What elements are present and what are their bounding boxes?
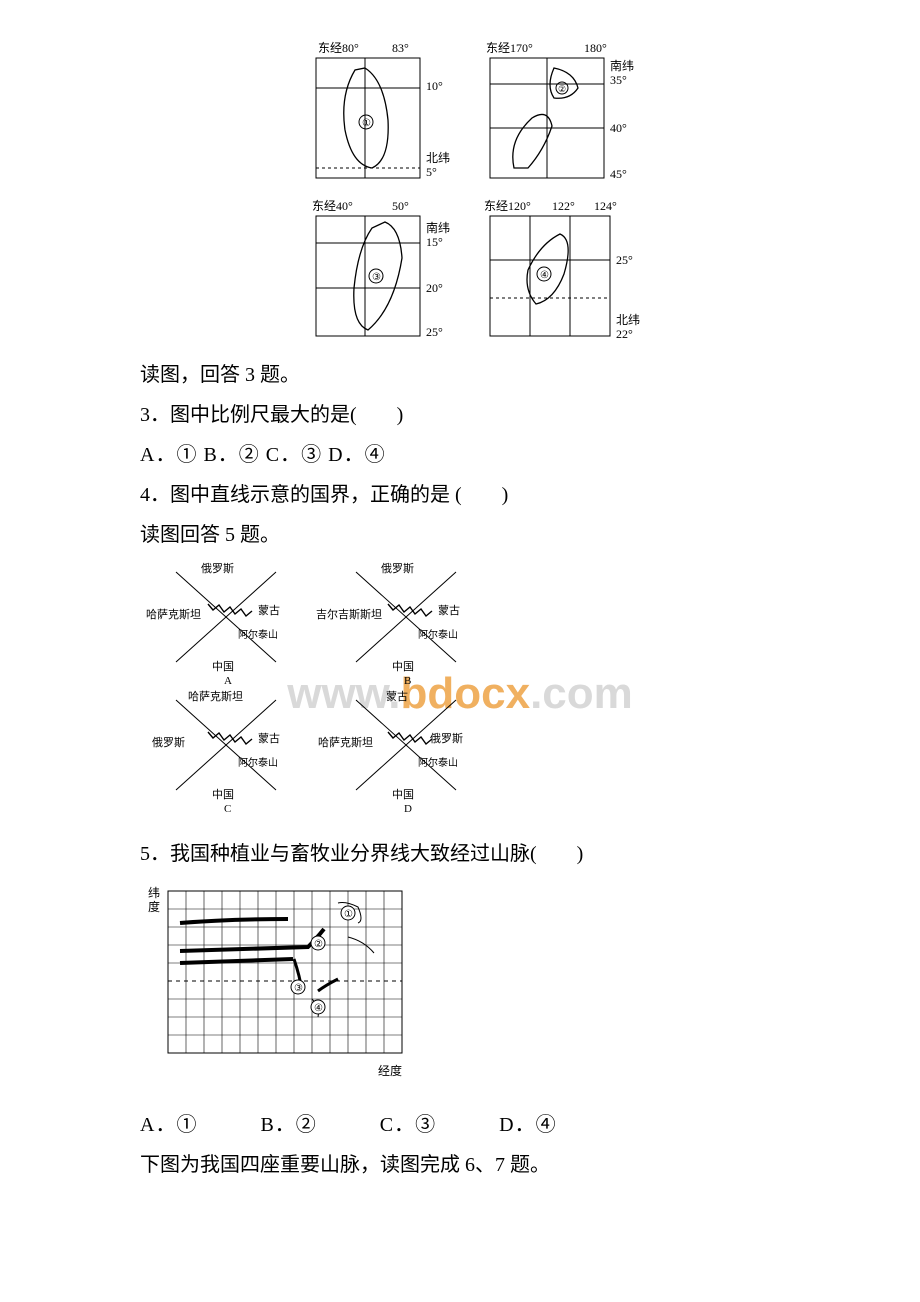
svg-text:②: ② xyxy=(314,939,323,950)
boundary-block: www.bdocx.com 俄罗斯 哈萨克斯坦 蒙古 阿尔泰山 中国 A 俄罗斯… xyxy=(140,562,780,825)
lon-label: 东经120° xyxy=(484,199,531,213)
boundary-panel-a: 俄罗斯 哈萨克斯坦 蒙古 阿尔泰山 中国 A xyxy=(146,562,280,687)
map-panel-4: 东经120° 122° 124° 25° 北纬 22° ④ xyxy=(484,198,650,348)
lat-label: 北纬 xyxy=(426,151,450,165)
svg-text:阿尔泰山: 阿尔泰山 xyxy=(418,756,458,769)
read-line-5: 读图回答 5 题。 xyxy=(140,516,780,554)
map-svg-1: 东经80° 83° 10° 北纬 5° ① xyxy=(310,40,460,190)
map-row-top: 东经80° 83° 10° 北纬 5° ① 东经170° 180° 南纬 35°… xyxy=(310,40,780,190)
panel-id: ③ xyxy=(372,272,381,283)
lat-label: 北纬 xyxy=(616,313,640,327)
map-row-bottom: 东经40° 50° 南纬 15° 20° 25° ③ 东经120° 122° 1… xyxy=(310,198,780,348)
svg-text:C: C xyxy=(224,803,231,812)
panel-id: ② xyxy=(558,84,566,94)
boundary-svg: 俄罗斯 哈萨克斯坦 蒙古 阿尔泰山 中国 A 俄罗斯 吉尔吉斯斯坦 蒙古 阿尔泰… xyxy=(146,562,496,812)
lat-label: 20° xyxy=(426,281,443,295)
read-line: 读图，回答 3 题。 xyxy=(140,356,780,394)
svg-text:中国: 中国 xyxy=(392,788,414,801)
svg-text:纬: 纬 xyxy=(148,886,160,900)
final-line: 下图为我国四座重要山脉，读图完成 6、7 题。 xyxy=(140,1146,780,1184)
svg-text:阿尔泰山: 阿尔泰山 xyxy=(238,628,278,641)
svg-text:阿尔泰山: 阿尔泰山 xyxy=(418,628,458,641)
lon-label: 180° xyxy=(584,41,607,55)
map-panel-3: 东经40° 50° 南纬 15° 20° 25° ③ xyxy=(310,198,460,348)
lon-label: 122° xyxy=(552,199,575,213)
svg-text:D: D xyxy=(404,803,412,812)
lat-label: 22° xyxy=(616,327,633,341)
svg-text:哈萨克斯坦: 哈萨克斯坦 xyxy=(318,735,373,749)
lat-label: 5° xyxy=(426,165,437,179)
svg-text:哈萨克斯坦: 哈萨克斯坦 xyxy=(146,607,201,621)
svg-text:蒙古: 蒙古 xyxy=(258,732,280,745)
lon-label: 东经40° xyxy=(312,199,353,213)
svg-text:③: ③ xyxy=(294,983,303,994)
lat-label: 南纬 xyxy=(610,58,634,73)
svg-text:阿尔泰山: 阿尔泰山 xyxy=(238,756,278,769)
q3-options: A．① B．② C．③ D．④ xyxy=(140,436,780,474)
panel-id: ④ xyxy=(540,270,549,281)
q5: 5．我国种植业与畜牧业分界线大致经过山脉( ) xyxy=(140,835,780,873)
svg-text:中国: 中国 xyxy=(212,788,234,801)
svg-text:中国: 中国 xyxy=(212,660,234,673)
svg-text:①: ① xyxy=(344,909,353,920)
lat-label: 40° xyxy=(610,121,627,135)
mountain-grid-svg: 纬 度 xyxy=(146,883,426,1083)
svg-text:蒙古: 蒙古 xyxy=(386,690,408,703)
svg-text:哈萨克斯坦: 哈萨克斯坦 xyxy=(188,689,243,703)
lat-label: 45° xyxy=(610,167,627,181)
svg-text:俄罗斯: 俄罗斯 xyxy=(152,736,185,749)
svg-text:俄罗斯: 俄罗斯 xyxy=(381,562,414,575)
lon-label: 83° xyxy=(392,41,409,55)
svg-text:度: 度 xyxy=(148,899,160,914)
boundary-panel-d: 蒙古 哈萨克斯坦 俄罗斯 阿尔泰山 中国 D xyxy=(318,690,463,812)
lat-label: 25° xyxy=(426,325,443,339)
lon-label: 50° xyxy=(392,199,409,213)
lon-label: 124° xyxy=(594,199,617,213)
map-svg-3: 东经40° 50° 南纬 15° 20° 25° ③ xyxy=(310,198,460,348)
svg-text:A: A xyxy=(224,675,232,687)
svg-text:蒙古: 蒙古 xyxy=(258,604,280,617)
map-svg-4: 东经120° 122° 124° 25° 北纬 22° ④ xyxy=(484,198,650,348)
svg-text:蒙古: 蒙古 xyxy=(438,604,460,617)
lat-label: 南纬 xyxy=(426,220,450,235)
svg-text:俄罗斯: 俄罗斯 xyxy=(201,562,234,575)
svg-text:俄罗斯: 俄罗斯 xyxy=(430,732,463,745)
lat-label: 25° xyxy=(616,253,633,267)
boundary-panel-c: 哈萨克斯坦 俄罗斯 蒙古 阿尔泰山 中国 C xyxy=(152,689,280,812)
svg-text:B: B xyxy=(404,675,411,687)
svg-text:经度: 经度 xyxy=(378,1063,402,1078)
svg-text:吉尔吉斯斯坦: 吉尔吉斯斯坦 xyxy=(316,607,382,621)
mountain-grid-block: 纬 度 xyxy=(146,883,780,1096)
q4: 4．图中直线示意的国界，正确的是 ( ) xyxy=(140,476,780,514)
map-panel-1: 东经80° 83° 10° 北纬 5° ① xyxy=(310,40,460,190)
map-panel-2: 东经170° 180° 南纬 35° 40° 45° ② xyxy=(484,40,644,190)
lon-label: 东经170° xyxy=(486,41,533,55)
panel-id: ① xyxy=(362,118,371,129)
boundary-panel-b: 俄罗斯 吉尔吉斯斯坦 蒙古 阿尔泰山 中国 B xyxy=(316,562,460,687)
lat-label: 35° xyxy=(610,73,627,87)
q3: 3．图中比例尺最大的是( ) xyxy=(140,396,780,434)
q5-options: A．① B．② C．③ D．④ xyxy=(140,1106,780,1144)
svg-text:④: ④ xyxy=(314,1003,323,1014)
lon-label: 东经80° xyxy=(318,41,359,55)
map-svg-2: 东经170° 180° 南纬 35° 40° 45° ② xyxy=(484,40,644,190)
lat-label: 10° xyxy=(426,79,443,93)
lat-label: 15° xyxy=(426,235,443,249)
svg-text:中国: 中国 xyxy=(392,660,414,673)
